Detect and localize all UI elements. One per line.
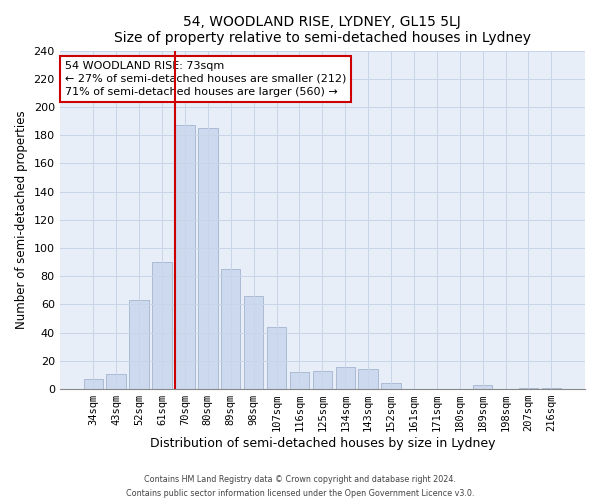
Bar <box>175 126 194 389</box>
Y-axis label: Number of semi-detached properties: Number of semi-detached properties <box>15 110 28 329</box>
Bar <box>358 370 378 389</box>
Bar <box>198 128 218 389</box>
Bar <box>152 262 172 389</box>
Bar <box>130 300 149 389</box>
Bar <box>519 388 538 389</box>
Text: 54 WOODLAND RISE: 73sqm
← 27% of semi-detached houses are smaller (212)
71% of s: 54 WOODLAND RISE: 73sqm ← 27% of semi-de… <box>65 60 346 97</box>
Bar <box>382 384 401 389</box>
Bar <box>267 327 286 389</box>
Text: Contains HM Land Registry data © Crown copyright and database right 2024.
Contai: Contains HM Land Registry data © Crown c… <box>126 476 474 498</box>
Bar <box>83 379 103 389</box>
Title: 54, WOODLAND RISE, LYDNEY, GL15 5LJ
Size of property relative to semi-detached h: 54, WOODLAND RISE, LYDNEY, GL15 5LJ Size… <box>114 15 531 45</box>
Bar <box>244 296 263 389</box>
Bar <box>290 372 309 389</box>
Bar <box>221 269 241 389</box>
Bar <box>313 370 332 389</box>
Bar <box>106 374 126 389</box>
X-axis label: Distribution of semi-detached houses by size in Lydney: Distribution of semi-detached houses by … <box>149 437 495 450</box>
Bar <box>335 366 355 389</box>
Bar <box>542 388 561 389</box>
Bar <box>473 385 493 389</box>
